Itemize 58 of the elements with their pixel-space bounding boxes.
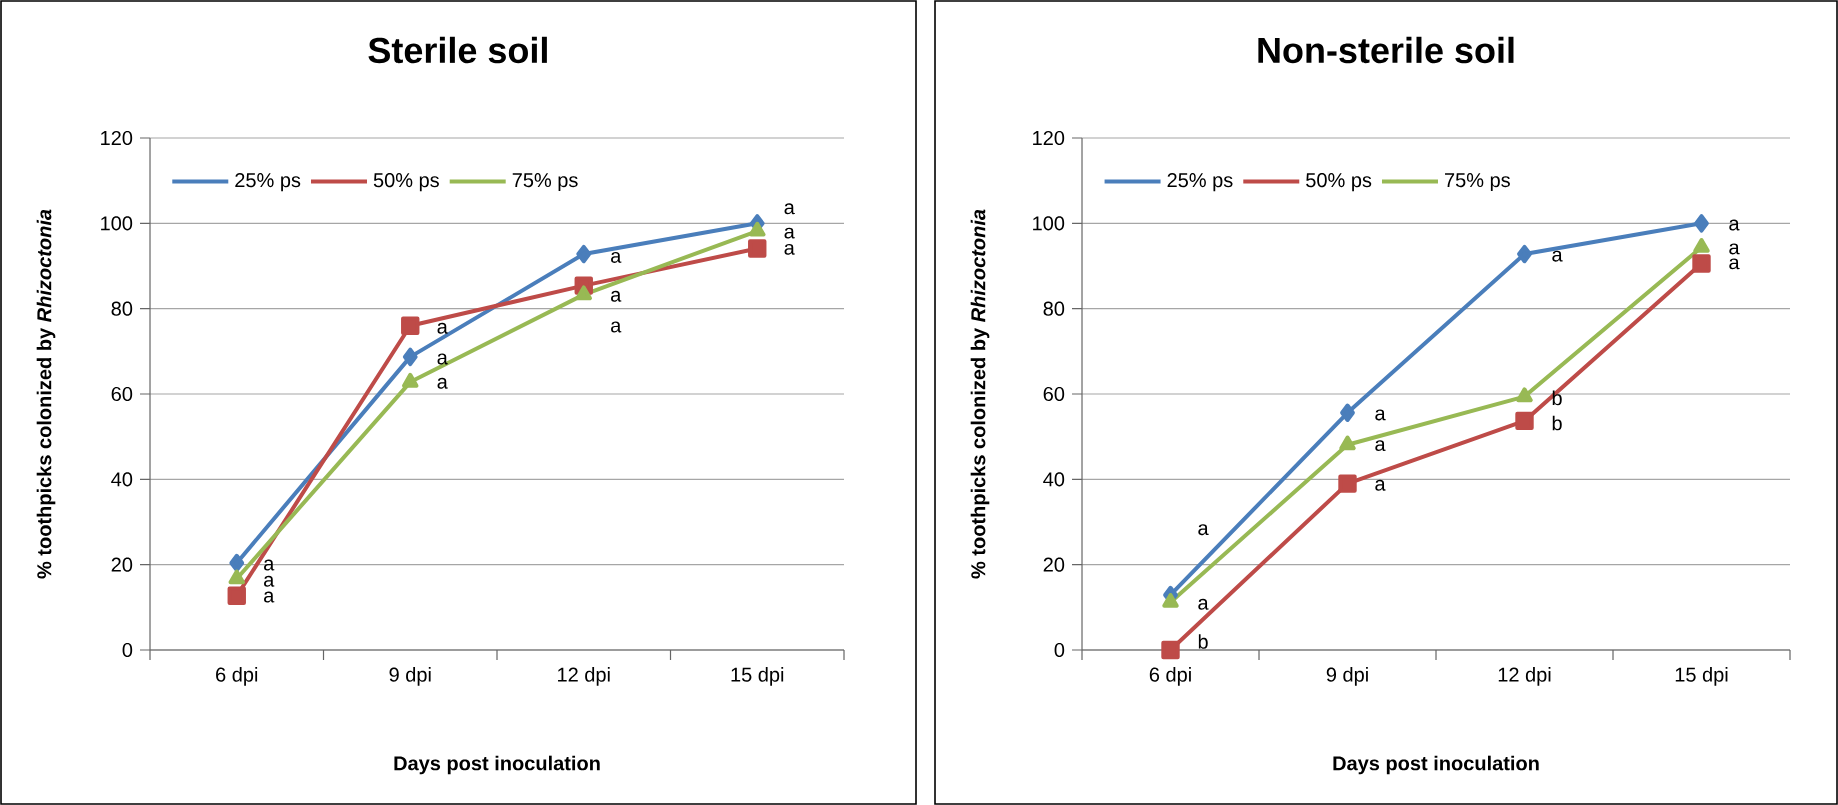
legend-label: 25% ps	[235, 173, 301, 192]
x-axis-title: Days post inoculation	[1333, 755, 1539, 775]
annotation: a	[1198, 598, 1209, 610]
chart-title: Sterile soil	[368, 36, 547, 64]
y-tick-label: 120	[1033, 130, 1065, 146]
annotation: a	[1375, 409, 1386, 421]
annotation: a	[264, 575, 275, 587]
x-tick-label: 9 dpi	[1326, 667, 1368, 686]
legend-label: 75% ps	[512, 173, 578, 192]
annotation: b	[1552, 415, 1562, 431]
annotation: a	[264, 591, 275, 603]
annotation: a	[437, 377, 448, 389]
annotation: a	[611, 321, 622, 333]
annotation: a	[1552, 250, 1563, 262]
y-tick-label: 120	[101, 130, 133, 146]
x-tick-label: 6 dpi	[216, 667, 258, 686]
y-tick-label: 20	[111, 557, 133, 572]
y-tick-label: 60	[111, 386, 133, 402]
y-axis-title: % toothpicks colonized by Rhizoctonia	[36, 209, 56, 579]
annotation: a	[1375, 479, 1386, 491]
annotation: a	[1375, 440, 1386, 452]
y-axis-title: % toothpicks colonized by Rhizoctonia	[970, 209, 990, 579]
y-tick-label: 80	[111, 301, 133, 316]
x-tick-label: 6 dpi	[1149, 667, 1191, 686]
annotation: a	[611, 251, 622, 263]
annotation: a	[784, 243, 795, 255]
x-tick-label: 12 dpi	[558, 667, 610, 686]
y-tick-label: 0	[1054, 642, 1065, 658]
annotation: a	[1729, 219, 1740, 231]
x-tick-label: 9 dpi	[389, 667, 431, 686]
annotation: a	[784, 203, 795, 215]
y-tick-label: 80	[1043, 301, 1065, 316]
annotation: a	[1198, 524, 1209, 536]
annotation: a	[1729, 243, 1740, 255]
annotation: a	[784, 227, 795, 239]
legend-label: 25% ps	[1167, 173, 1233, 192]
legend-label: 50% ps	[373, 173, 439, 192]
x-tick-label: 15 dpi	[1675, 667, 1728, 686]
y-tick-label: 60	[1043, 386, 1065, 402]
y-tick-label: 0	[122, 642, 133, 658]
annotation: b	[1198, 634, 1208, 649]
y-tick-label: 20	[1043, 557, 1065, 572]
annotation: a	[437, 322, 448, 334]
legend-label: 50% ps	[1306, 173, 1372, 192]
y-tick-label: 40	[1043, 472, 1065, 487]
x-tick-label: 15 dpi	[731, 667, 784, 686]
y-tick-label: 40	[111, 472, 133, 487]
annotation: b	[1552, 390, 1562, 406]
annotation: a	[264, 559, 275, 571]
annotation: a	[437, 353, 448, 365]
x-axis-title: Days post inoculation	[394, 755, 600, 775]
y-tick-label: 100	[101, 216, 133, 231]
annotation: a	[1729, 258, 1740, 270]
y-tick-label: 100	[1033, 216, 1065, 231]
annotation: a	[611, 290, 622, 302]
x-tick-label: 12 dpi	[1498, 667, 1551, 686]
chart-title: Non-sterile soil	[1258, 36, 1514, 64]
legend-label: 75% ps	[1445, 173, 1510, 192]
